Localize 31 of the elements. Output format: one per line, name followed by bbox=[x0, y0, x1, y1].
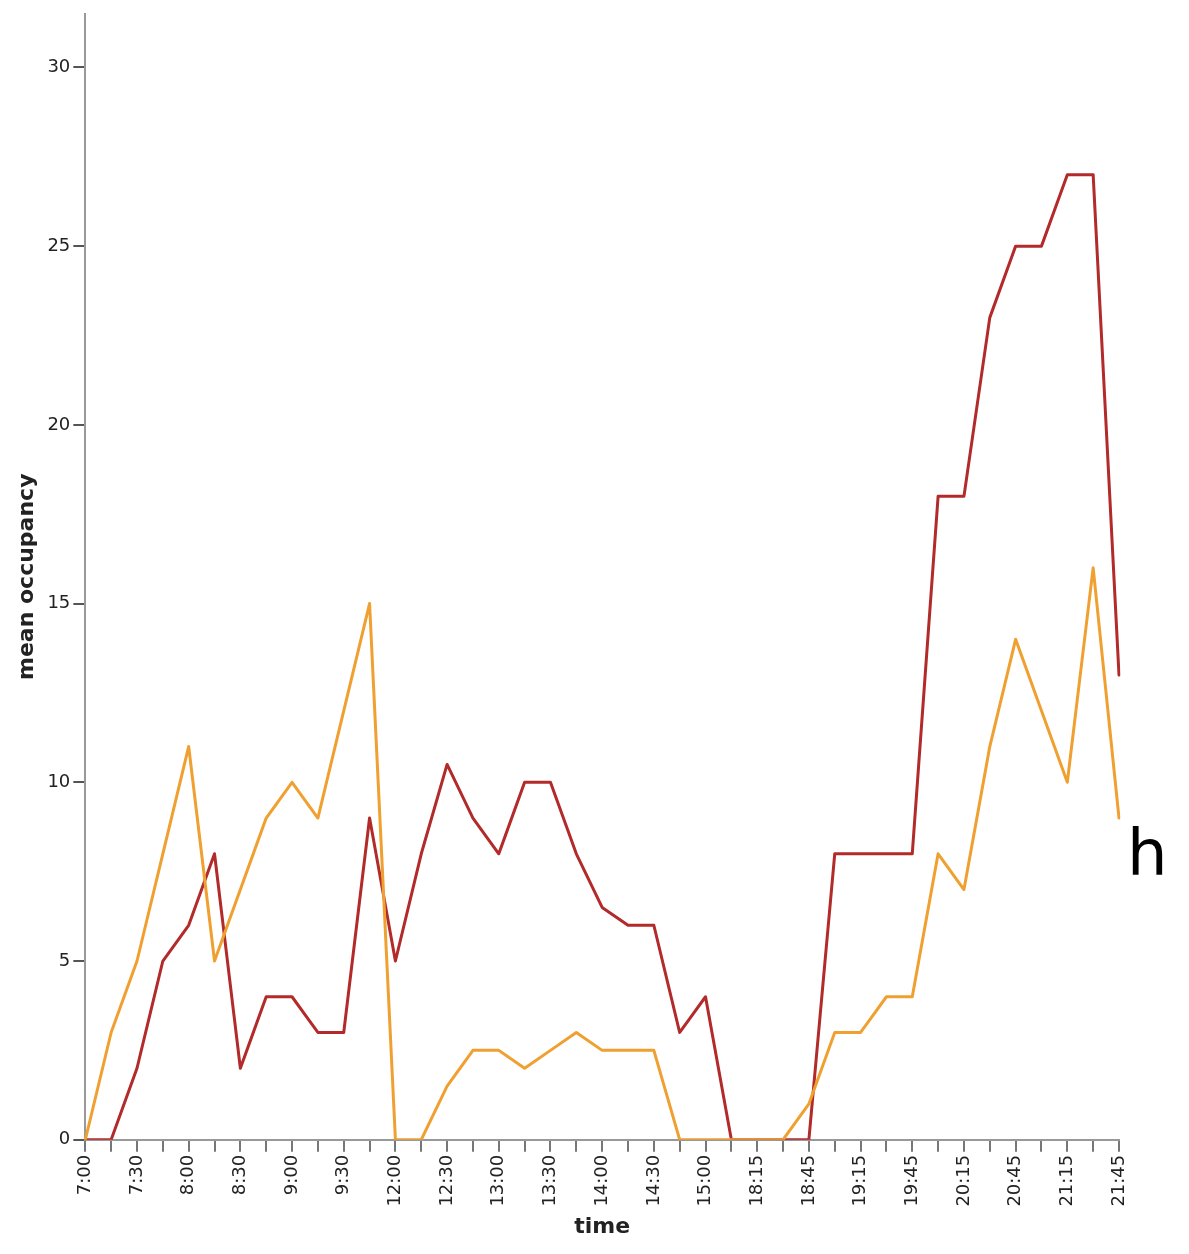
y-tick-label: 30 bbox=[47, 55, 71, 77]
y-tick-label: 5 bbox=[58, 948, 71, 970]
x-tick-label: 20:45 bbox=[1003, 1154, 1025, 1207]
x-tick-label: 7:00 bbox=[72, 1154, 94, 1196]
y-axis-title: mean occupancy bbox=[12, 473, 38, 681]
x-tick-label: 19:15 bbox=[848, 1154, 870, 1207]
x-tick-label: 18:45 bbox=[796, 1154, 818, 1207]
x-tick-label: 8:30 bbox=[228, 1154, 250, 1196]
x-tick-label: 8:00 bbox=[176, 1154, 198, 1196]
x-tick-label: 15:00 bbox=[693, 1154, 715, 1207]
x-tick-label: 14:30 bbox=[641, 1154, 663, 1207]
y-tick-label: 0 bbox=[58, 1127, 71, 1149]
x-tick-label: 12:00 bbox=[383, 1154, 405, 1207]
x-tick-label: 13:00 bbox=[486, 1154, 508, 1207]
x-tick-label: 9:30 bbox=[331, 1154, 353, 1196]
x-tick-label: 9:00 bbox=[279, 1154, 301, 1196]
x-tick-label: 14:00 bbox=[589, 1154, 611, 1207]
x-tick-label: 13:30 bbox=[538, 1154, 560, 1207]
y-tick-label: 20 bbox=[47, 412, 71, 434]
x-tick-label: 7:30 bbox=[124, 1154, 146, 1196]
y-tick-label: 25 bbox=[47, 233, 71, 255]
x-tick-label: 18:15 bbox=[744, 1154, 766, 1207]
x-tick-label: 12:30 bbox=[434, 1154, 456, 1207]
x-axis-title: time bbox=[574, 1212, 631, 1238]
x-tick-label: 21:15 bbox=[1054, 1154, 1076, 1207]
x-tick-label: 19:45 bbox=[899, 1154, 921, 1207]
x-tick-label: 20:15 bbox=[951, 1154, 973, 1207]
text: h bbox=[1127, 815, 1168, 890]
y-tick-label: 15 bbox=[47, 591, 71, 613]
y-tick-label: 10 bbox=[47, 769, 71, 791]
x-tick-label: 21:45 bbox=[1106, 1154, 1128, 1207]
